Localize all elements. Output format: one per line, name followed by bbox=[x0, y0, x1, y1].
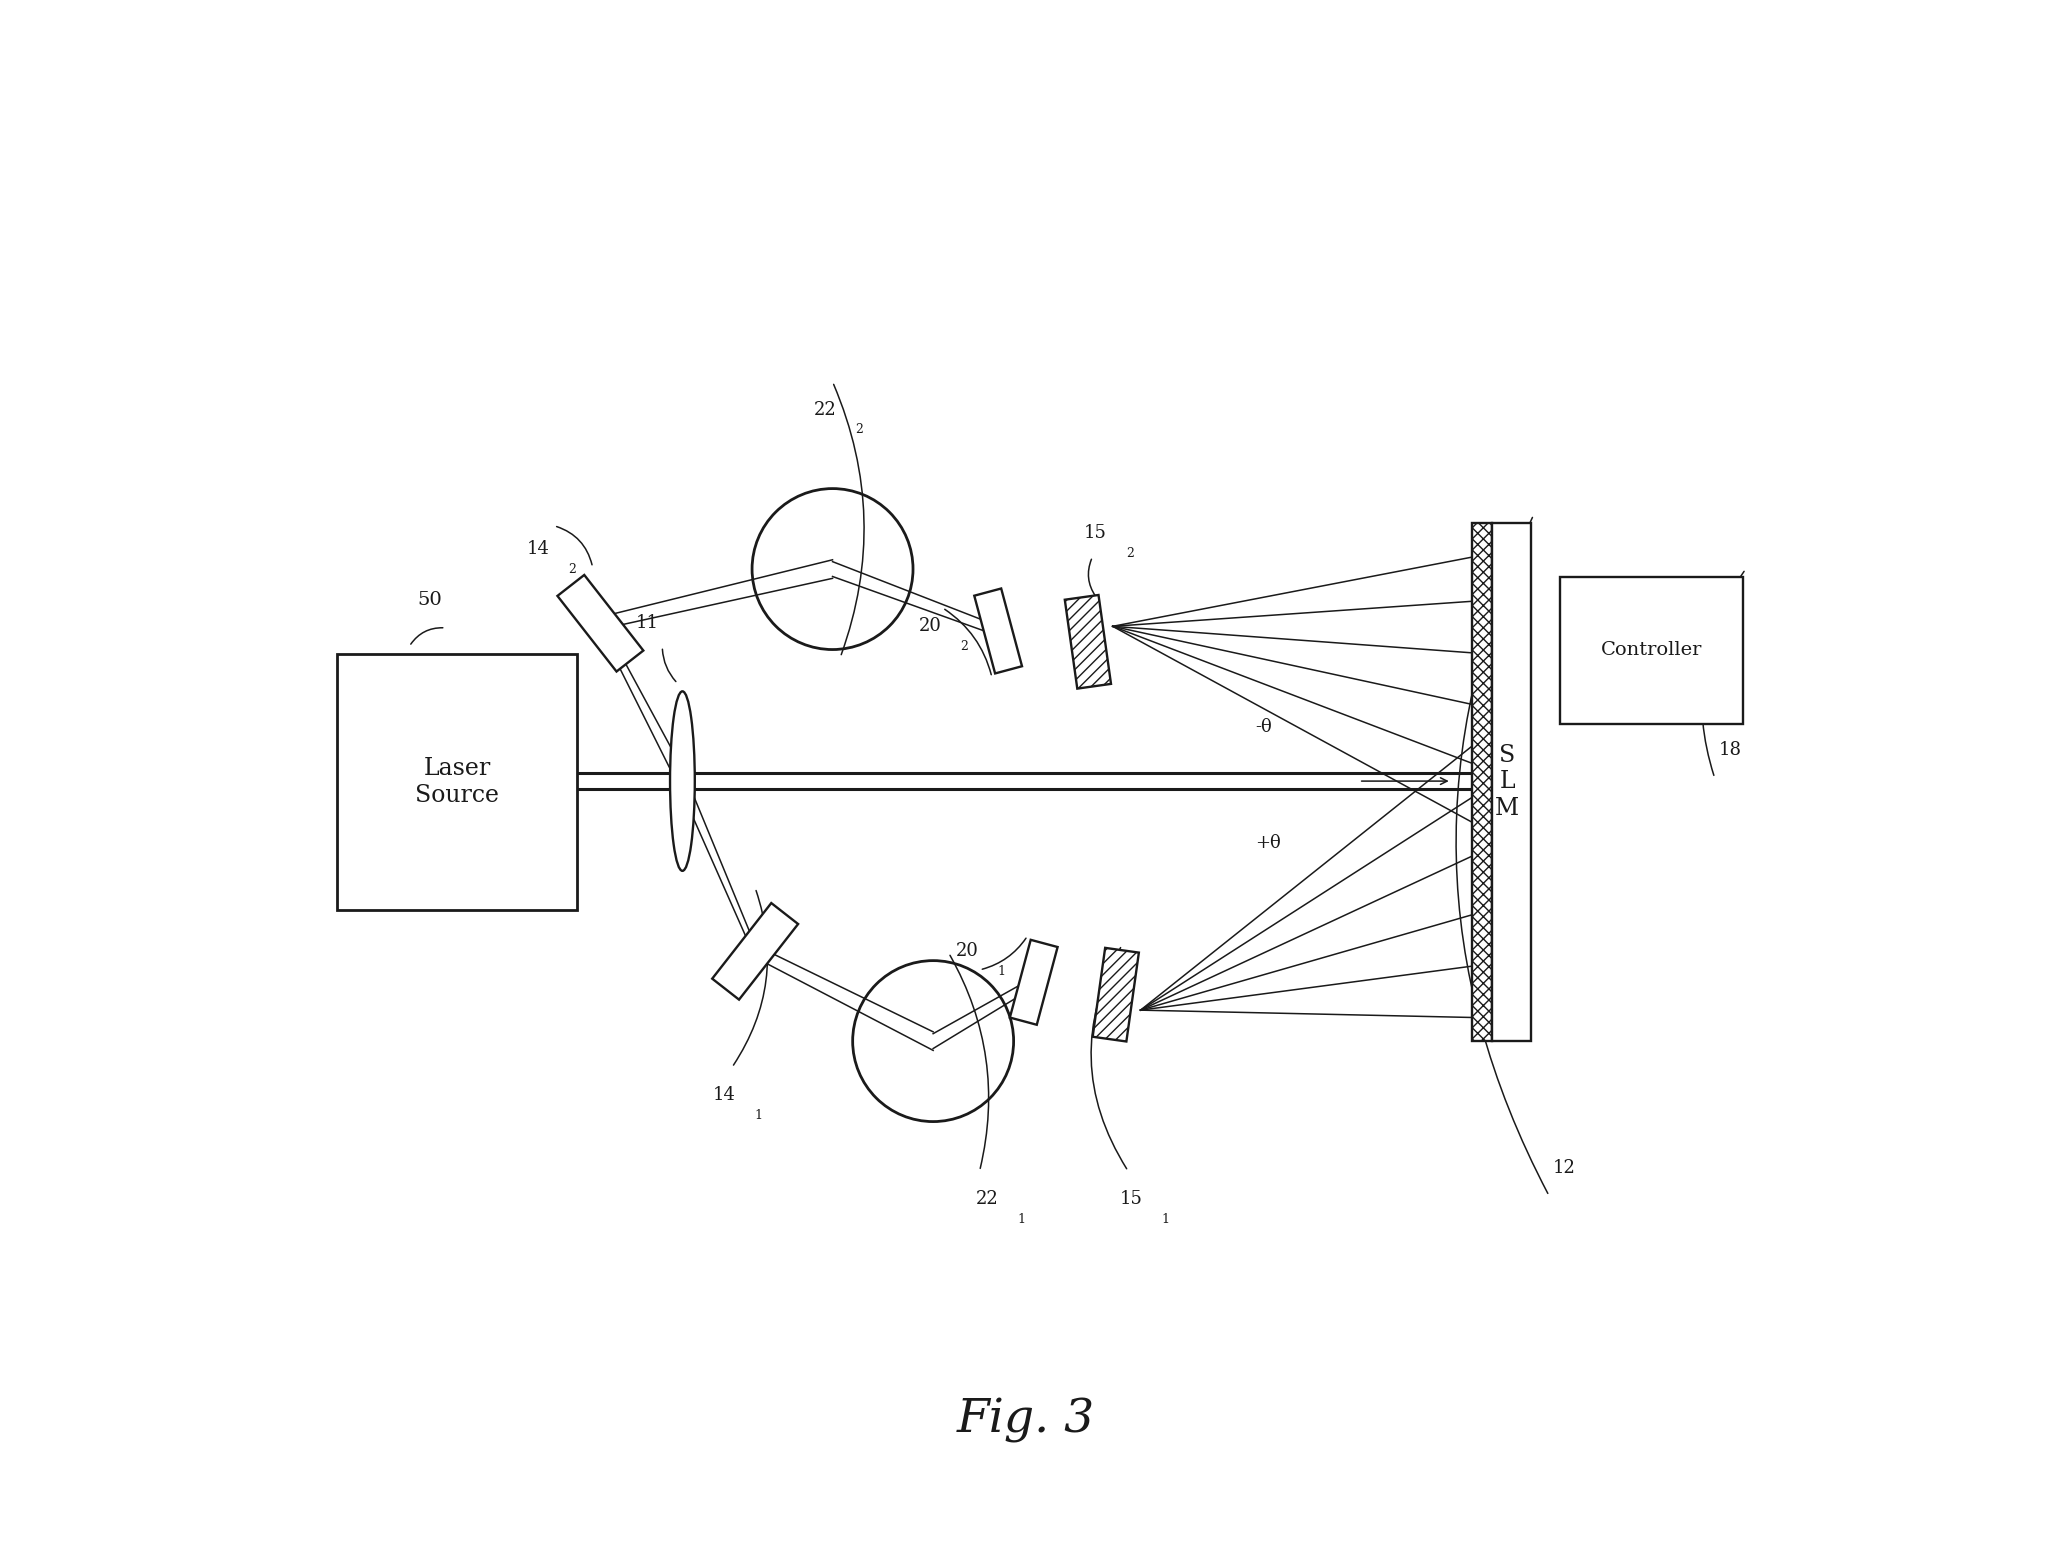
Text: 2: 2 bbox=[960, 640, 969, 654]
Bar bbox=[1492, 523, 1531, 1041]
Text: 20: 20 bbox=[919, 618, 942, 635]
Text: Laser
Source: Laser Source bbox=[415, 758, 499, 806]
Text: 1: 1 bbox=[1018, 1212, 1026, 1226]
Text: 2: 2 bbox=[856, 423, 862, 436]
Polygon shape bbox=[1092, 948, 1139, 1041]
Bar bbox=[1560, 577, 1742, 724]
Text: 1: 1 bbox=[755, 1109, 761, 1122]
Bar bbox=[337, 654, 577, 910]
Text: 18: 18 bbox=[1720, 741, 1742, 759]
Text: 12: 12 bbox=[1553, 1159, 1576, 1176]
Text: 14: 14 bbox=[527, 540, 550, 559]
Text: +θ: +θ bbox=[1256, 834, 1280, 853]
Text: 2: 2 bbox=[1127, 548, 1133, 560]
Text: -θ: -θ bbox=[1256, 717, 1272, 736]
Text: 15: 15 bbox=[1120, 1190, 1143, 1207]
Text: 14: 14 bbox=[712, 1086, 737, 1105]
Text: 15: 15 bbox=[1083, 524, 1108, 543]
Text: 1: 1 bbox=[997, 965, 1005, 979]
Text: 22: 22 bbox=[813, 400, 835, 419]
Ellipse shape bbox=[671, 691, 696, 871]
Bar bbox=[1471, 523, 1492, 1041]
Text: 2: 2 bbox=[568, 563, 577, 576]
Text: Fig. 3: Fig. 3 bbox=[956, 1397, 1096, 1442]
Polygon shape bbox=[712, 902, 798, 999]
Text: S
L
M: S L M bbox=[1496, 744, 1518, 820]
Text: 50: 50 bbox=[419, 591, 443, 608]
Text: 22: 22 bbox=[977, 1190, 999, 1207]
Text: 1: 1 bbox=[1161, 1212, 1170, 1226]
Polygon shape bbox=[558, 576, 644, 672]
Text: Controller: Controller bbox=[1601, 641, 1701, 660]
Text: 11: 11 bbox=[636, 615, 659, 632]
Polygon shape bbox=[1065, 594, 1110, 689]
Polygon shape bbox=[975, 588, 1022, 674]
Polygon shape bbox=[1010, 940, 1057, 1025]
Text: 20: 20 bbox=[956, 943, 979, 960]
